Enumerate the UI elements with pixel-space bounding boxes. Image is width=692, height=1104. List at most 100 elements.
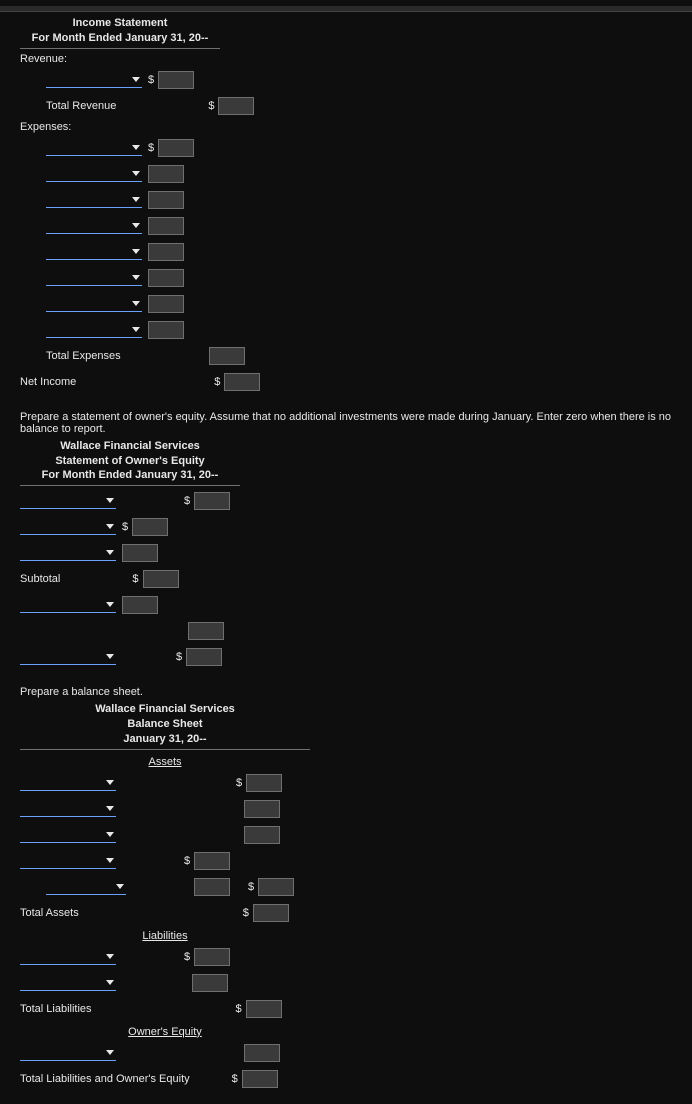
chevron-down-icon xyxy=(106,602,114,607)
total-liabilities-label: Total Liabilities xyxy=(20,1003,92,1015)
chevron-down-icon xyxy=(132,327,140,332)
chevron-down-icon xyxy=(106,654,114,659)
divider xyxy=(20,749,310,750)
currency-symbol: $ xyxy=(232,1073,238,1085)
owners-equity-instruction: Prepare a statement of owner's equity. A… xyxy=(20,411,692,435)
chevron-down-icon xyxy=(132,171,140,176)
liability-amount-input[interactable] xyxy=(192,974,228,992)
total-liab-equity-input[interactable] xyxy=(242,1070,278,1088)
divider xyxy=(20,48,220,49)
equity-line-dropdown[interactable] xyxy=(20,493,116,509)
equity-account-dropdown[interactable] xyxy=(20,1045,116,1061)
assets-heading: Assets xyxy=(20,756,310,768)
asset-account-dropdown[interactable] xyxy=(20,853,116,869)
equity-line-dropdown[interactable] xyxy=(20,649,116,665)
expense-amount-input[interactable] xyxy=(148,165,184,183)
asset-amount-input[interactable] xyxy=(194,878,230,896)
subtotal-input[interactable] xyxy=(143,570,179,588)
asset-amount-input[interactable] xyxy=(246,774,282,792)
asset-amount-input[interactable] xyxy=(244,826,280,844)
income-statement-section: Income Statement For Month Ended January… xyxy=(20,16,692,393)
equity-line-dropdown[interactable] xyxy=(20,519,116,535)
expense-account-dropdown[interactable] xyxy=(46,270,142,286)
asset-account-dropdown[interactable] xyxy=(20,775,116,791)
total-revenue-label: Total Revenue xyxy=(46,100,116,112)
expense-amount-input[interactable] xyxy=(148,217,184,235)
total-expenses-label: Total Expenses xyxy=(46,350,121,362)
revenue-account-dropdown[interactable] xyxy=(46,72,142,88)
equity-amount-input[interactable] xyxy=(244,1044,280,1062)
asset-amount-input[interactable] xyxy=(194,852,230,870)
equity-amount-input[interactable] xyxy=(132,518,168,536)
currency-symbol: $ xyxy=(236,1003,242,1015)
net-income-input[interactable] xyxy=(224,373,260,391)
equity-amount-input[interactable] xyxy=(122,596,158,614)
owners-equity-heading: Owner's Equity xyxy=(20,1026,310,1038)
chevron-down-icon xyxy=(106,780,114,785)
balance-sheet-section: Prepare a balance sheet. Wallace Financi… xyxy=(20,686,692,1090)
currency-symbol: $ xyxy=(122,521,128,533)
divider xyxy=(20,485,240,486)
owners-equity-period: For Month Ended January 31, 20-- xyxy=(20,468,240,483)
liabilities-heading: Liabilities xyxy=(20,930,310,942)
chevron-down-icon xyxy=(106,524,114,529)
equity-line-dropdown[interactable] xyxy=(20,545,116,561)
income-statement-title: Income Statement xyxy=(20,16,220,31)
currency-symbol: $ xyxy=(184,951,190,963)
total-assets-input[interactable] xyxy=(253,904,289,922)
owners-equity-company: Wallace Financial Services xyxy=(20,439,240,454)
equity-subtotal-input[interactable] xyxy=(188,622,224,640)
chevron-down-icon xyxy=(106,954,114,959)
chevron-down-icon xyxy=(132,77,140,82)
chevron-down-icon xyxy=(116,884,124,889)
currency-symbol: $ xyxy=(184,495,190,507)
expense-account-dropdown[interactable] xyxy=(46,140,142,156)
asset-account-dropdown[interactable] xyxy=(20,801,116,817)
total-revenue-input[interactable] xyxy=(218,97,254,115)
expense-account-dropdown[interactable] xyxy=(46,244,142,260)
currency-symbol: $ xyxy=(132,573,138,585)
chevron-down-icon xyxy=(132,301,140,306)
currency-symbol: $ xyxy=(148,142,154,154)
expense-amount-input[interactable] xyxy=(158,139,194,157)
chevron-down-icon xyxy=(106,858,114,863)
liability-amount-input[interactable] xyxy=(194,948,230,966)
balance-sheet-date: January 31, 20-- xyxy=(20,732,310,747)
equity-total-input[interactable] xyxy=(186,648,222,666)
total-assets-label: Total Assets xyxy=(20,907,79,919)
chevron-down-icon xyxy=(106,980,114,985)
liability-account-dropdown[interactable] xyxy=(20,949,116,965)
expense-amount-input[interactable] xyxy=(148,191,184,209)
total-expenses-input[interactable] xyxy=(209,347,245,365)
expense-amount-input[interactable] xyxy=(148,243,184,261)
subtotal-label: Subtotal xyxy=(20,573,60,585)
expense-account-dropdown[interactable] xyxy=(46,218,142,234)
expense-amount-input[interactable] xyxy=(148,295,184,313)
currency-symbol: $ xyxy=(248,881,254,893)
top-bar xyxy=(0,6,692,12)
asset-amount-input[interactable] xyxy=(258,878,294,896)
chevron-down-icon xyxy=(106,1050,114,1055)
chevron-down-icon xyxy=(132,145,140,150)
expense-account-dropdown[interactable] xyxy=(46,322,142,338)
expenses-heading: Expenses: xyxy=(20,121,692,133)
total-liabilities-input[interactable] xyxy=(246,1000,282,1018)
liability-account-dropdown[interactable] xyxy=(20,975,116,991)
currency-symbol: $ xyxy=(214,376,220,388)
asset-amount-input[interactable] xyxy=(244,800,280,818)
expense-amount-input[interactable] xyxy=(148,269,184,287)
chevron-down-icon xyxy=(106,806,114,811)
chevron-down-icon xyxy=(106,832,114,837)
equity-amount-input[interactable] xyxy=(194,492,230,510)
chevron-down-icon xyxy=(106,550,114,555)
expense-account-dropdown[interactable] xyxy=(46,166,142,182)
expense-account-dropdown[interactable] xyxy=(46,296,142,312)
currency-symbol: $ xyxy=(176,651,182,663)
expense-account-dropdown[interactable] xyxy=(46,192,142,208)
asset-account-dropdown[interactable] xyxy=(20,827,116,843)
asset-sub-dropdown[interactable] xyxy=(46,879,126,895)
expense-amount-input[interactable] xyxy=(148,321,184,339)
equity-line-dropdown[interactable] xyxy=(20,597,116,613)
revenue-amount-input[interactable] xyxy=(158,71,194,89)
equity-amount-input[interactable] xyxy=(122,544,158,562)
